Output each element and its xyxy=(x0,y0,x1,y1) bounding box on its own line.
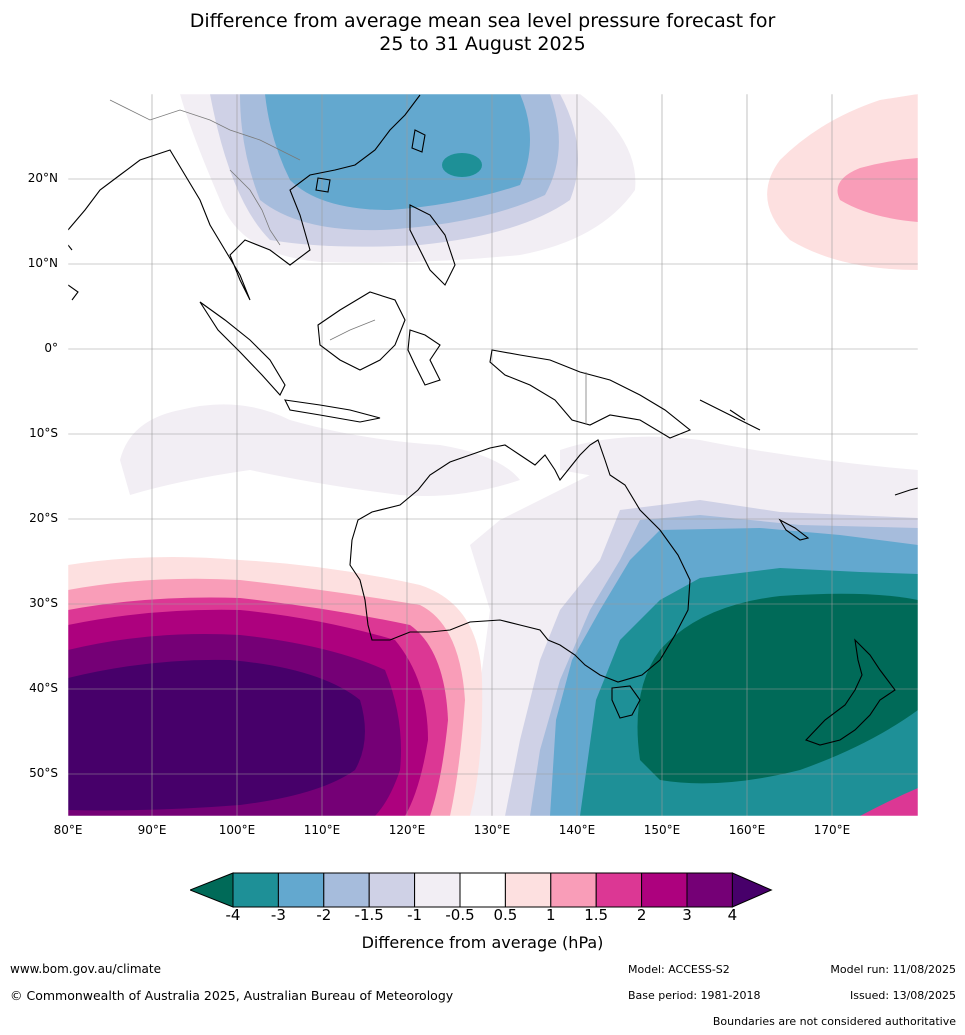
colorbar-cell xyxy=(595,872,643,908)
colorbar-cell xyxy=(232,872,279,908)
pressure-anomaly-map xyxy=(0,80,965,850)
lon-label-140e: 140°E xyxy=(558,823,596,837)
lat-label-10s: 10°S xyxy=(29,426,58,440)
coast-new-guinea xyxy=(489,349,692,439)
lon-label-120e: 120°E xyxy=(388,823,426,837)
colorbar-tick-label: 2 xyxy=(636,906,647,924)
title-line-1: Difference from average mean sea level p… xyxy=(189,10,776,32)
coast-java xyxy=(284,399,381,423)
colorbar-cell xyxy=(504,872,552,908)
contour-pos-4-sw xyxy=(68,659,365,811)
coast-tasmania xyxy=(611,685,641,719)
coast-taiwan xyxy=(411,129,426,153)
lon-label-90e: 90°E xyxy=(137,823,167,837)
contour-pos-1-ne xyxy=(837,158,918,222)
lat-label-50s: 50°S xyxy=(29,766,58,780)
lon-label-160e: 160°E xyxy=(728,823,766,837)
colorbar-cell xyxy=(414,872,461,908)
contour-neg-05-pacific xyxy=(560,436,918,500)
colorbar-cap-low xyxy=(190,872,234,908)
map-svg xyxy=(67,93,919,817)
lat-label-40s: 40°S xyxy=(29,681,58,695)
lat-label-30s: 30°S xyxy=(29,596,58,610)
coast-sulawesi xyxy=(407,329,441,386)
lat-label-10n: 10°N xyxy=(27,256,58,270)
coast-borneo xyxy=(317,291,406,371)
lat-label-20n: 20°N xyxy=(27,171,58,185)
colorbar-label: Difference from average (hPa) xyxy=(361,933,604,952)
lon-label-130e: 130°E xyxy=(473,823,511,837)
colorbar-cells xyxy=(190,872,773,908)
lon-label-170e: 170°E xyxy=(813,823,851,837)
colorbar-cell xyxy=(550,872,597,908)
contour-neg-3-north xyxy=(442,153,482,177)
copyright-text: © Commonwealth of Australia 2025, Austra… xyxy=(10,988,454,1003)
coast-fiji xyxy=(894,487,918,496)
model-run-text: Model run: 11/08/2025 xyxy=(830,963,956,976)
colorbar-cell xyxy=(686,872,733,908)
colorbar-cell xyxy=(459,872,506,908)
graticule xyxy=(68,94,918,816)
lon-label-110e: 110°E xyxy=(303,823,341,837)
model-text: Model: ACCESS-S2 xyxy=(628,963,730,976)
colorbar-tick-label: -2 xyxy=(316,906,332,924)
disclaimer-text: Boundaries are not considered authoritat… xyxy=(712,1015,956,1028)
colorbar-tick-label: 1.5 xyxy=(584,906,609,924)
colorbar-tick-label: 1 xyxy=(546,906,556,924)
colorbar-tick-label: 4 xyxy=(727,906,738,924)
colorbar-tick-label: 0.5 xyxy=(493,906,518,924)
colorbar-cap-high xyxy=(731,872,773,908)
colorbar-cell xyxy=(277,872,325,908)
title-line-2: 25 to 31 August 2025 xyxy=(379,33,586,55)
coast-sumatra xyxy=(199,301,286,396)
colorbar-cell xyxy=(368,872,416,908)
colorbar-tick-label: -1 xyxy=(407,906,423,924)
colorbar-cell xyxy=(323,872,370,908)
chart-title: Difference from average mean sea level p… xyxy=(0,10,965,56)
colorbar-tick-label: 3 xyxy=(682,906,692,924)
contour-pos-se xyxy=(860,788,918,816)
map-frame xyxy=(67,93,919,817)
coast-australia xyxy=(349,439,691,683)
base-period-text: Base period: 1981-2018 xyxy=(628,989,761,1002)
contour-neg-2-north xyxy=(265,94,530,210)
lat-label-20s: 20°S xyxy=(29,511,58,525)
colorbar-tick-label: -1.5 xyxy=(354,906,384,924)
colorbar xyxy=(190,872,773,908)
lon-label-100e: 100°E xyxy=(218,823,256,837)
coastlines xyxy=(68,94,918,746)
website-link[interactable]: www.bom.gov.au/climate xyxy=(10,962,161,976)
colorbar-cell xyxy=(641,872,688,908)
issued-text: Issued: 13/08/2025 xyxy=(849,989,956,1002)
coast-hainan xyxy=(315,177,331,193)
colorbar-tick-label: -0.5 xyxy=(445,906,475,924)
coast-asia-mainland xyxy=(68,94,421,301)
colorbar-tick-label: -3 xyxy=(270,906,286,924)
coast-philippines xyxy=(409,204,456,286)
coast-solomons xyxy=(699,399,761,431)
anomaly-contours xyxy=(68,94,918,816)
coast-india-tip xyxy=(68,244,79,301)
coast-new-caledonia xyxy=(778,518,810,541)
lat-label-0: 0° xyxy=(44,341,58,355)
coast-new-zealand xyxy=(805,638,896,746)
contour-neg-4-south xyxy=(637,593,918,784)
country-borders xyxy=(109,99,587,425)
lon-label-150e: 150°E xyxy=(643,823,681,837)
contour-neg-05-indian xyxy=(120,404,520,496)
lon-label-80e: 80°E xyxy=(53,823,83,837)
colorbar-tick-label: -4 xyxy=(225,906,241,924)
